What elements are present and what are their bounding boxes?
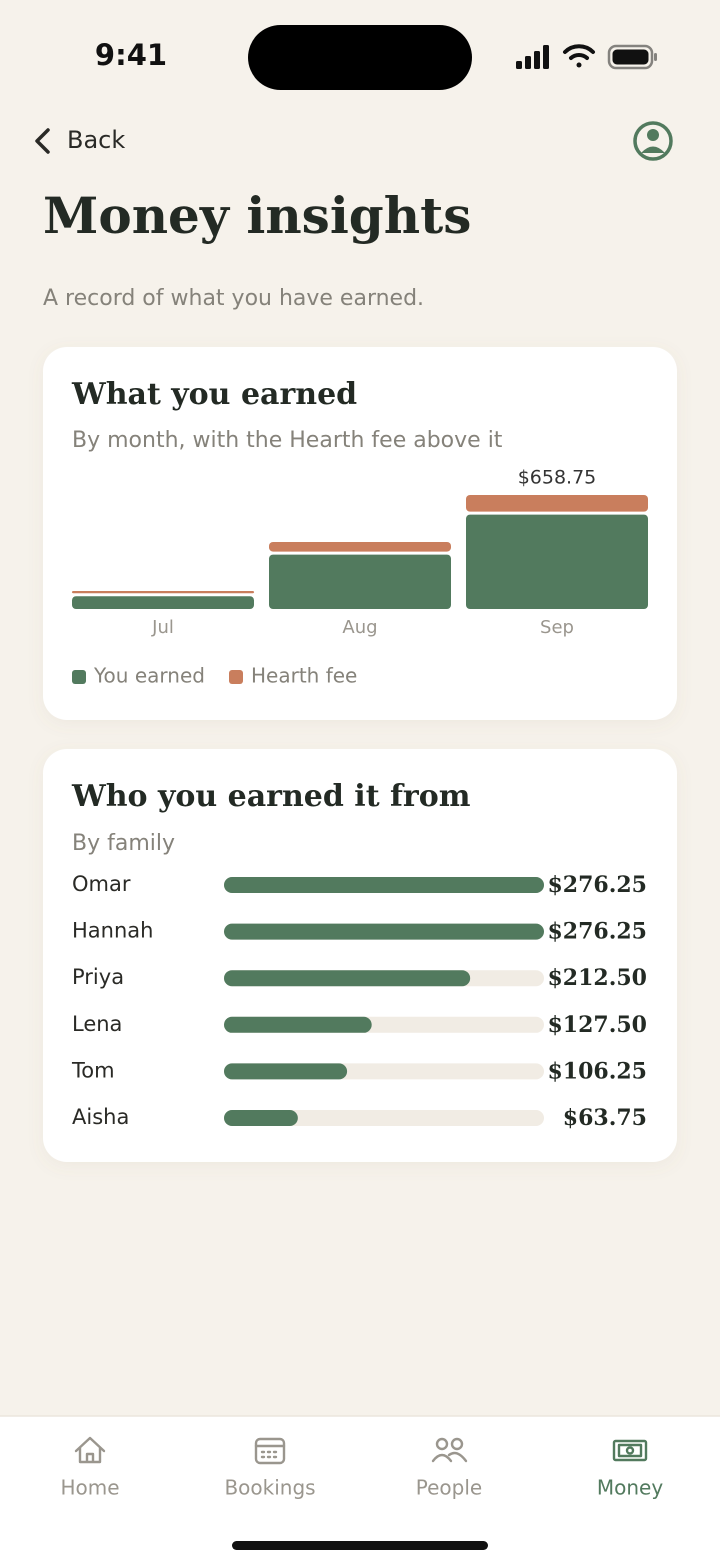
home-indicator	[232, 1541, 488, 1550]
profile-head	[647, 129, 659, 141]
value-label: $276.25	[547, 919, 647, 945]
home-icon	[74, 1436, 106, 1464]
family-name: Tom	[71, 1058, 115, 1082]
family-name: Omar	[72, 872, 131, 896]
card-title: What you earned	[71, 377, 357, 412]
value-label: $127.50	[547, 1012, 647, 1038]
battery-icon	[607, 44, 657, 70]
bar-segment	[72, 596, 254, 609]
family-name: Hannah	[72, 919, 153, 943]
signal-icon	[516, 45, 549, 69]
family-chart: Omar $276.25 Hannah $276.25 Priya $212.50 Lena…	[71, 872, 647, 1131]
x-tick-label: Jul	[151, 617, 174, 638]
bar-segment	[466, 514, 648, 609]
family-name: Aisha	[72, 1105, 129, 1129]
back-label: Back	[67, 126, 125, 154]
earnings-card	[43, 347, 677, 720]
bar-segment	[466, 495, 648, 512]
x-tick-label: Sep	[540, 617, 574, 638]
legend-swatch	[229, 670, 243, 684]
bar	[224, 877, 544, 893]
tab-label[interactable]: People	[416, 1476, 482, 1500]
bar-segment	[269, 541, 451, 552]
people-icon	[431, 1437, 468, 1463]
page-subtitle: A record of what you have earned.	[43, 286, 424, 311]
bar-track	[224, 1110, 544, 1126]
bar	[224, 1110, 298, 1126]
card-subtitle: By month, with the Hearth fee above it	[72, 428, 503, 453]
dynamic-island	[248, 25, 472, 90]
families-card	[43, 749, 677, 1162]
legend-label: Hearth fee	[251, 664, 357, 688]
profile-body	[641, 146, 665, 153]
legend-label: You earned	[93, 664, 205, 688]
bar	[224, 1016, 372, 1033]
family-name: Priya	[72, 965, 124, 989]
tab-label[interactable]: Home	[60, 1476, 119, 1500]
legend-swatch	[72, 670, 86, 684]
bar	[224, 970, 471, 987]
bookings-icon	[254, 1437, 286, 1465]
bar	[224, 1063, 348, 1080]
total-label: $658.75	[518, 467, 597, 489]
value-label: $276.25	[547, 872, 647, 898]
back-chevron	[35, 128, 50, 154]
bar	[224, 923, 544, 940]
status-time: 9:41	[95, 38, 167, 72]
value-label: $106.25	[547, 1058, 647, 1084]
monthly-chart: Jul Aug Sep $658.75 You earned Hearth fee	[72, 467, 648, 688]
tab-label[interactable]: Money	[597, 1476, 663, 1500]
back-button[interactable]: Back	[35, 126, 125, 154]
tab-label[interactable]: Bookings	[224, 1476, 315, 1500]
profile-button[interactable]	[633, 121, 673, 161]
wifi-icon	[563, 44, 595, 68]
bar-segment	[72, 591, 254, 594]
tab-bar	[0, 1416, 720, 1565]
money-icon	[612, 1439, 648, 1462]
bar-segment	[269, 554, 451, 609]
page-title: Money insights	[43, 186, 471, 245]
card-title: Who you earned it from	[71, 779, 471, 814]
tab-labels: Home Bookings People Money	[60, 1476, 663, 1500]
family-name: Lena	[72, 1012, 122, 1036]
value-label: $212.50	[547, 965, 647, 991]
value-label: $63.75	[563, 1105, 647, 1131]
profile-ring	[633, 121, 673, 161]
card-subtitle: By family	[72, 831, 175, 856]
x-tick-label: Aug	[342, 617, 377, 638]
